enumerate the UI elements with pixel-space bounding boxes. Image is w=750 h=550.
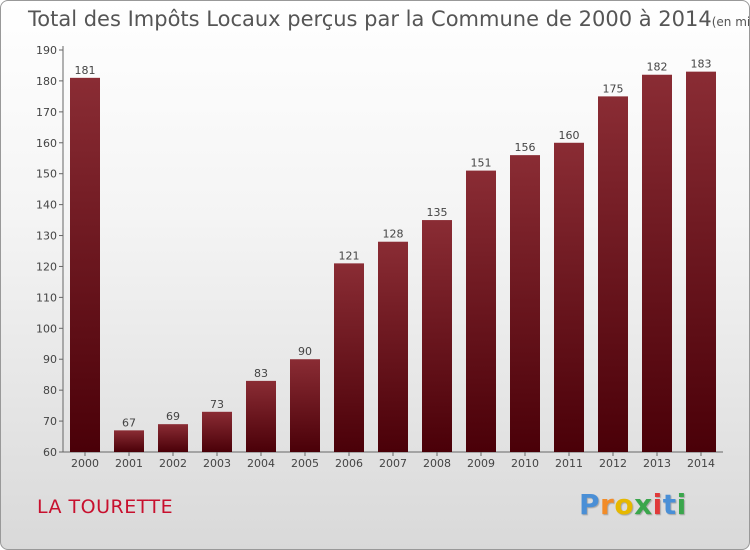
- bar: [334, 263, 364, 452]
- x-tick-label: 2006: [335, 457, 363, 470]
- x-tick-label: 2001: [115, 457, 143, 470]
- data-label: 181: [75, 64, 96, 77]
- bar: [202, 411, 232, 452]
- data-label: 67: [122, 416, 136, 429]
- data-label: 182: [647, 61, 668, 74]
- logo-letter: P: [579, 488, 601, 521]
- y-tick-label: 110: [36, 291, 57, 304]
- bar: [158, 424, 188, 452]
- y-tick-label: 90: [43, 353, 57, 366]
- data-label: 69: [166, 410, 180, 423]
- bar: [642, 74, 672, 452]
- x-tick-label: 2002: [159, 457, 187, 470]
- data-label: 121: [339, 249, 360, 262]
- bar: [598, 96, 628, 452]
- title-unit: (en milliers d'€): [711, 15, 750, 29]
- logo-letter: i: [652, 488, 663, 521]
- x-tick-label: 2008: [423, 457, 451, 470]
- title-text: Total des Impôts Locaux perçus par la Co…: [28, 7, 712, 31]
- y-tick-label: 140: [36, 199, 57, 212]
- y-tick-label: 160: [36, 137, 57, 150]
- x-tick-label: 2012: [599, 457, 627, 470]
- x-tick-label: 2014: [687, 457, 715, 470]
- x-tick-label: 2010: [511, 457, 539, 470]
- data-label: 156: [515, 141, 536, 154]
- y-tick-label: 120: [36, 260, 57, 273]
- logo-letter: i: [676, 488, 687, 521]
- y-tick-label: 100: [36, 322, 57, 335]
- y-tick-label: 70: [43, 415, 57, 428]
- data-label: 128: [383, 228, 404, 241]
- bar: [378, 241, 408, 452]
- x-tick-label: 2003: [203, 457, 231, 470]
- y-tick-label: 180: [36, 75, 57, 88]
- x-tick-label: 2011: [555, 457, 583, 470]
- bar: [554, 142, 584, 452]
- y-tick-label: 130: [36, 230, 57, 243]
- logo-letter: r: [600, 488, 615, 521]
- y-tick-label: 150: [36, 168, 57, 181]
- bar: [246, 380, 276, 452]
- y-tick-label: 190: [36, 44, 57, 57]
- data-label: 83: [254, 367, 268, 380]
- commune-name: LA TOURETTE: [37, 496, 174, 518]
- x-tick-label: 2013: [643, 457, 671, 470]
- data-label: 175: [603, 82, 624, 95]
- logo-letter: o: [614, 488, 635, 521]
- data-label: 135: [427, 206, 448, 219]
- data-label: 160: [559, 129, 580, 142]
- bar: [290, 359, 320, 452]
- data-label: 73: [210, 398, 224, 411]
- x-tick-label: 2004: [247, 457, 275, 470]
- data-label: 183: [691, 58, 712, 71]
- x-tick-label: 2005: [291, 457, 319, 470]
- y-tick-label: 80: [43, 384, 57, 397]
- logo-letter: x: [634, 488, 653, 521]
- logo-letter: t: [662, 488, 677, 521]
- x-tick-label: 2007: [379, 457, 407, 470]
- bar: [114, 430, 144, 452]
- y-tick-label: 170: [36, 106, 57, 119]
- bar: [510, 155, 540, 452]
- chart-title: Total des Impôts Locaux perçus par la Co…: [28, 7, 750, 31]
- bar: [422, 220, 452, 452]
- data-label: 90: [298, 345, 312, 358]
- data-label: 151: [471, 157, 492, 170]
- x-tick-label: 2009: [467, 457, 495, 470]
- bar: [686, 71, 716, 453]
- bar: [70, 77, 100, 452]
- bar: [466, 170, 496, 452]
- y-tick-label: 60: [43, 446, 57, 459]
- x-tick-label: 2000: [71, 457, 99, 470]
- proxiti-logo: Proxiti: [579, 488, 687, 521]
